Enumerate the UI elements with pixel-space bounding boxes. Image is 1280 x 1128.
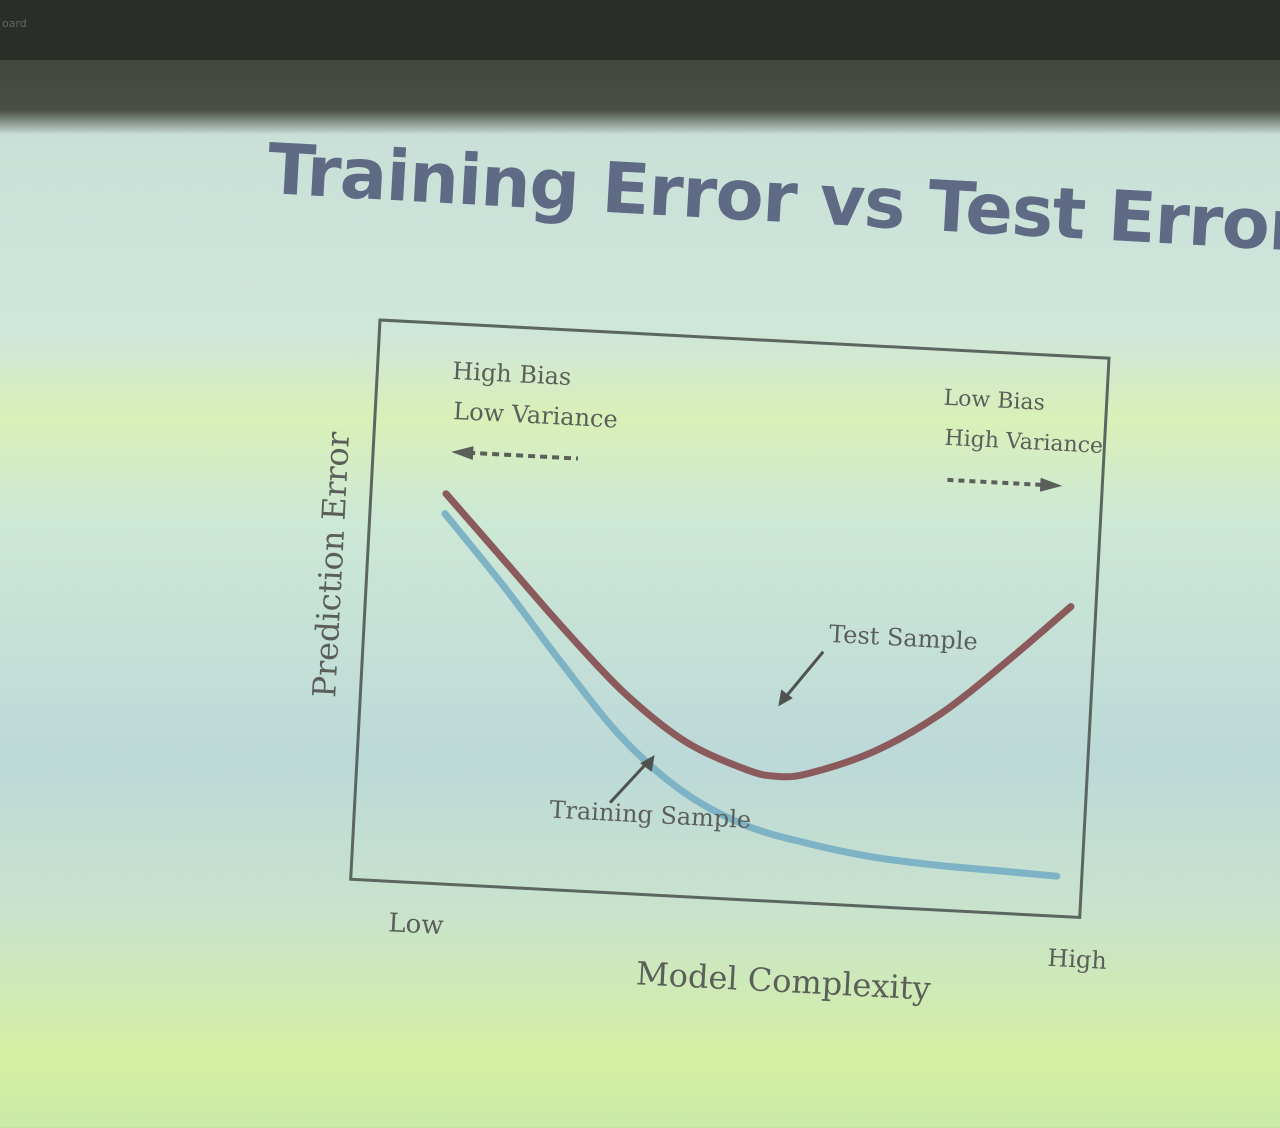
training-sample-pointer-arrow: [608, 754, 655, 804]
x-axis-label: Model Complexity: [635, 954, 931, 1007]
annotation-low-variance: Low Variance: [453, 397, 619, 434]
annotation-test-sample: Test Sample: [828, 620, 978, 656]
series-line-test-sample: [442, 490, 1075, 781]
annotation-low-bias: Low Bias: [943, 386, 1045, 416]
chart-area: High Bias Low Variance Low Bias High Var…: [305, 318, 1111, 1008]
left-dashed-arrow: [451, 446, 579, 461]
annotation-training-sample: Training Sample: [549, 796, 752, 835]
window-tag: oard: [2, 17, 27, 30]
y-axis-label: Prediction Error: [305, 430, 357, 698]
annotation-high-bias: High Bias: [452, 357, 572, 391]
annotation-high-variance: High Variance: [944, 426, 1104, 459]
x-tick-label-high: High: [1047, 944, 1108, 975]
test-sample-pointer-arrow: [778, 650, 825, 707]
x-tick-label-low: Low: [388, 908, 445, 941]
series-line-training-sample: [441, 510, 1061, 880]
projector-screen-edge: [0, 0, 1280, 60]
right-dashed-arrow: [947, 477, 1063, 492]
plot-frame: [349, 318, 1111, 920]
